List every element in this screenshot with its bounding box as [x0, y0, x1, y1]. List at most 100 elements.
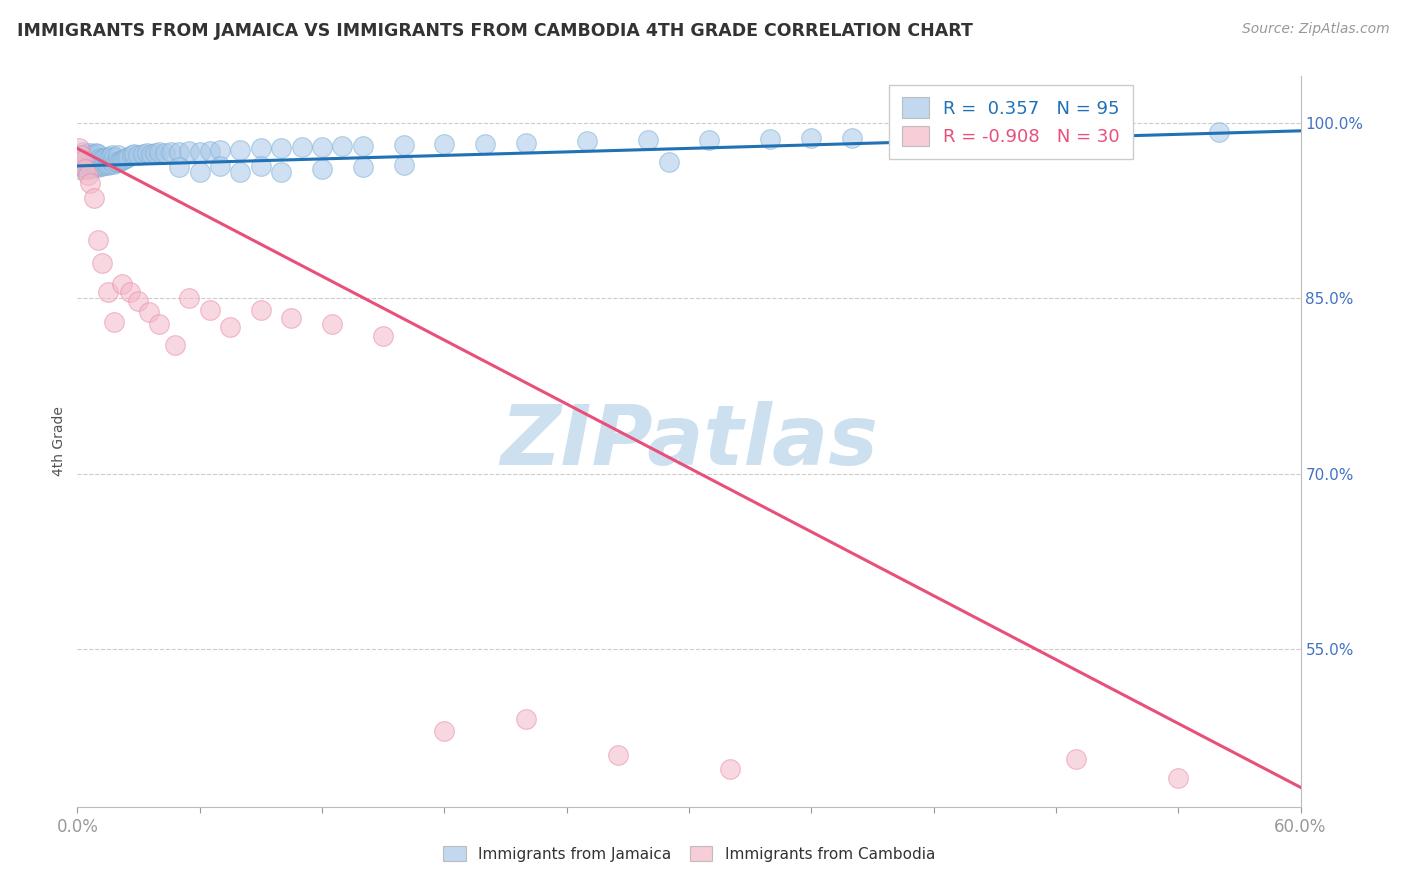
Point	[250, 141, 273, 155]
Point	[371, 328, 394, 343]
Point	[94, 156, 117, 170]
Point	[72, 151, 94, 165]
Point	[79, 153, 101, 167]
Point	[76, 162, 98, 177]
Point	[474, 136, 496, 151]
Point	[90, 256, 112, 270]
Point	[515, 136, 537, 150]
Point	[72, 145, 94, 159]
Point	[759, 132, 782, 146]
Point	[658, 155, 681, 169]
Point	[153, 146, 176, 161]
Point	[127, 293, 149, 308]
Point	[321, 317, 343, 331]
Point	[922, 129, 945, 144]
Point	[188, 145, 211, 159]
Point	[800, 131, 823, 145]
Point	[87, 160, 110, 174]
Point	[87, 233, 110, 247]
Point	[115, 151, 138, 165]
Point	[179, 144, 201, 158]
Point	[718, 762, 741, 776]
Point	[270, 141, 292, 155]
Point	[101, 155, 124, 169]
Point	[138, 305, 160, 319]
Point	[433, 724, 456, 739]
Point	[93, 158, 115, 172]
Point	[1208, 125, 1230, 139]
Point	[80, 155, 103, 169]
Point	[1167, 771, 1189, 785]
Point	[76, 156, 98, 170]
Y-axis label: 4th Grade: 4th Grade	[52, 407, 66, 476]
Point	[84, 159, 107, 173]
Point	[198, 144, 221, 158]
Point	[107, 155, 129, 169]
Point	[83, 147, 105, 161]
Point	[87, 154, 110, 169]
Point	[70, 153, 93, 167]
Point	[112, 152, 135, 166]
Text: Source: ZipAtlas.com: Source: ZipAtlas.com	[1241, 22, 1389, 37]
Point	[208, 143, 231, 157]
Point	[90, 159, 112, 173]
Point	[392, 137, 415, 152]
Point	[250, 159, 273, 173]
Point	[352, 160, 374, 174]
Point	[111, 153, 134, 167]
Point	[83, 154, 105, 169]
Point	[637, 133, 659, 147]
Point	[229, 165, 252, 179]
Point	[76, 169, 98, 183]
Point	[103, 156, 125, 170]
Point	[392, 158, 415, 172]
Point	[98, 156, 121, 170]
Point	[79, 177, 101, 191]
Point	[143, 146, 166, 161]
Point	[311, 140, 333, 154]
Point	[188, 165, 211, 179]
Point	[103, 315, 125, 329]
Point	[89, 158, 111, 172]
Point	[160, 145, 183, 159]
Point	[219, 320, 242, 334]
Point	[83, 190, 105, 204]
Point	[84, 153, 107, 167]
Point	[90, 152, 112, 166]
Point	[841, 131, 863, 145]
Point	[169, 160, 191, 174]
Point	[1066, 752, 1088, 766]
Point	[105, 155, 128, 169]
Point	[98, 150, 121, 164]
Legend: Immigrants from Jamaica, Immigrants from Cambodia: Immigrants from Jamaica, Immigrants from…	[443, 846, 935, 862]
Point	[94, 150, 117, 164]
Point	[117, 150, 139, 164]
Point	[97, 285, 120, 300]
Point	[72, 156, 94, 170]
Point	[229, 143, 252, 157]
Text: IMMIGRANTS FROM JAMAICA VS IMMIGRANTS FROM CAMBODIA 4TH GRADE CORRELATION CHART: IMMIGRANTS FROM JAMAICA VS IMMIGRANTS FR…	[17, 22, 973, 40]
Point	[108, 154, 131, 169]
Point	[67, 162, 90, 177]
Point	[80, 161, 103, 176]
Point	[97, 151, 120, 165]
Point	[165, 338, 187, 352]
Point	[699, 133, 721, 147]
Point	[135, 146, 157, 161]
Point	[290, 140, 312, 154]
Point	[75, 147, 97, 161]
Point	[250, 302, 273, 317]
Point	[70, 159, 93, 173]
Point	[127, 148, 149, 162]
Point	[111, 277, 134, 292]
Point	[89, 151, 111, 165]
Point	[75, 153, 97, 167]
Point	[169, 145, 191, 159]
Point	[80, 148, 103, 162]
Point	[103, 150, 125, 164]
Point	[70, 148, 93, 162]
Point	[97, 158, 120, 172]
Point	[131, 147, 153, 161]
Point	[332, 139, 354, 153]
Point	[76, 150, 98, 164]
